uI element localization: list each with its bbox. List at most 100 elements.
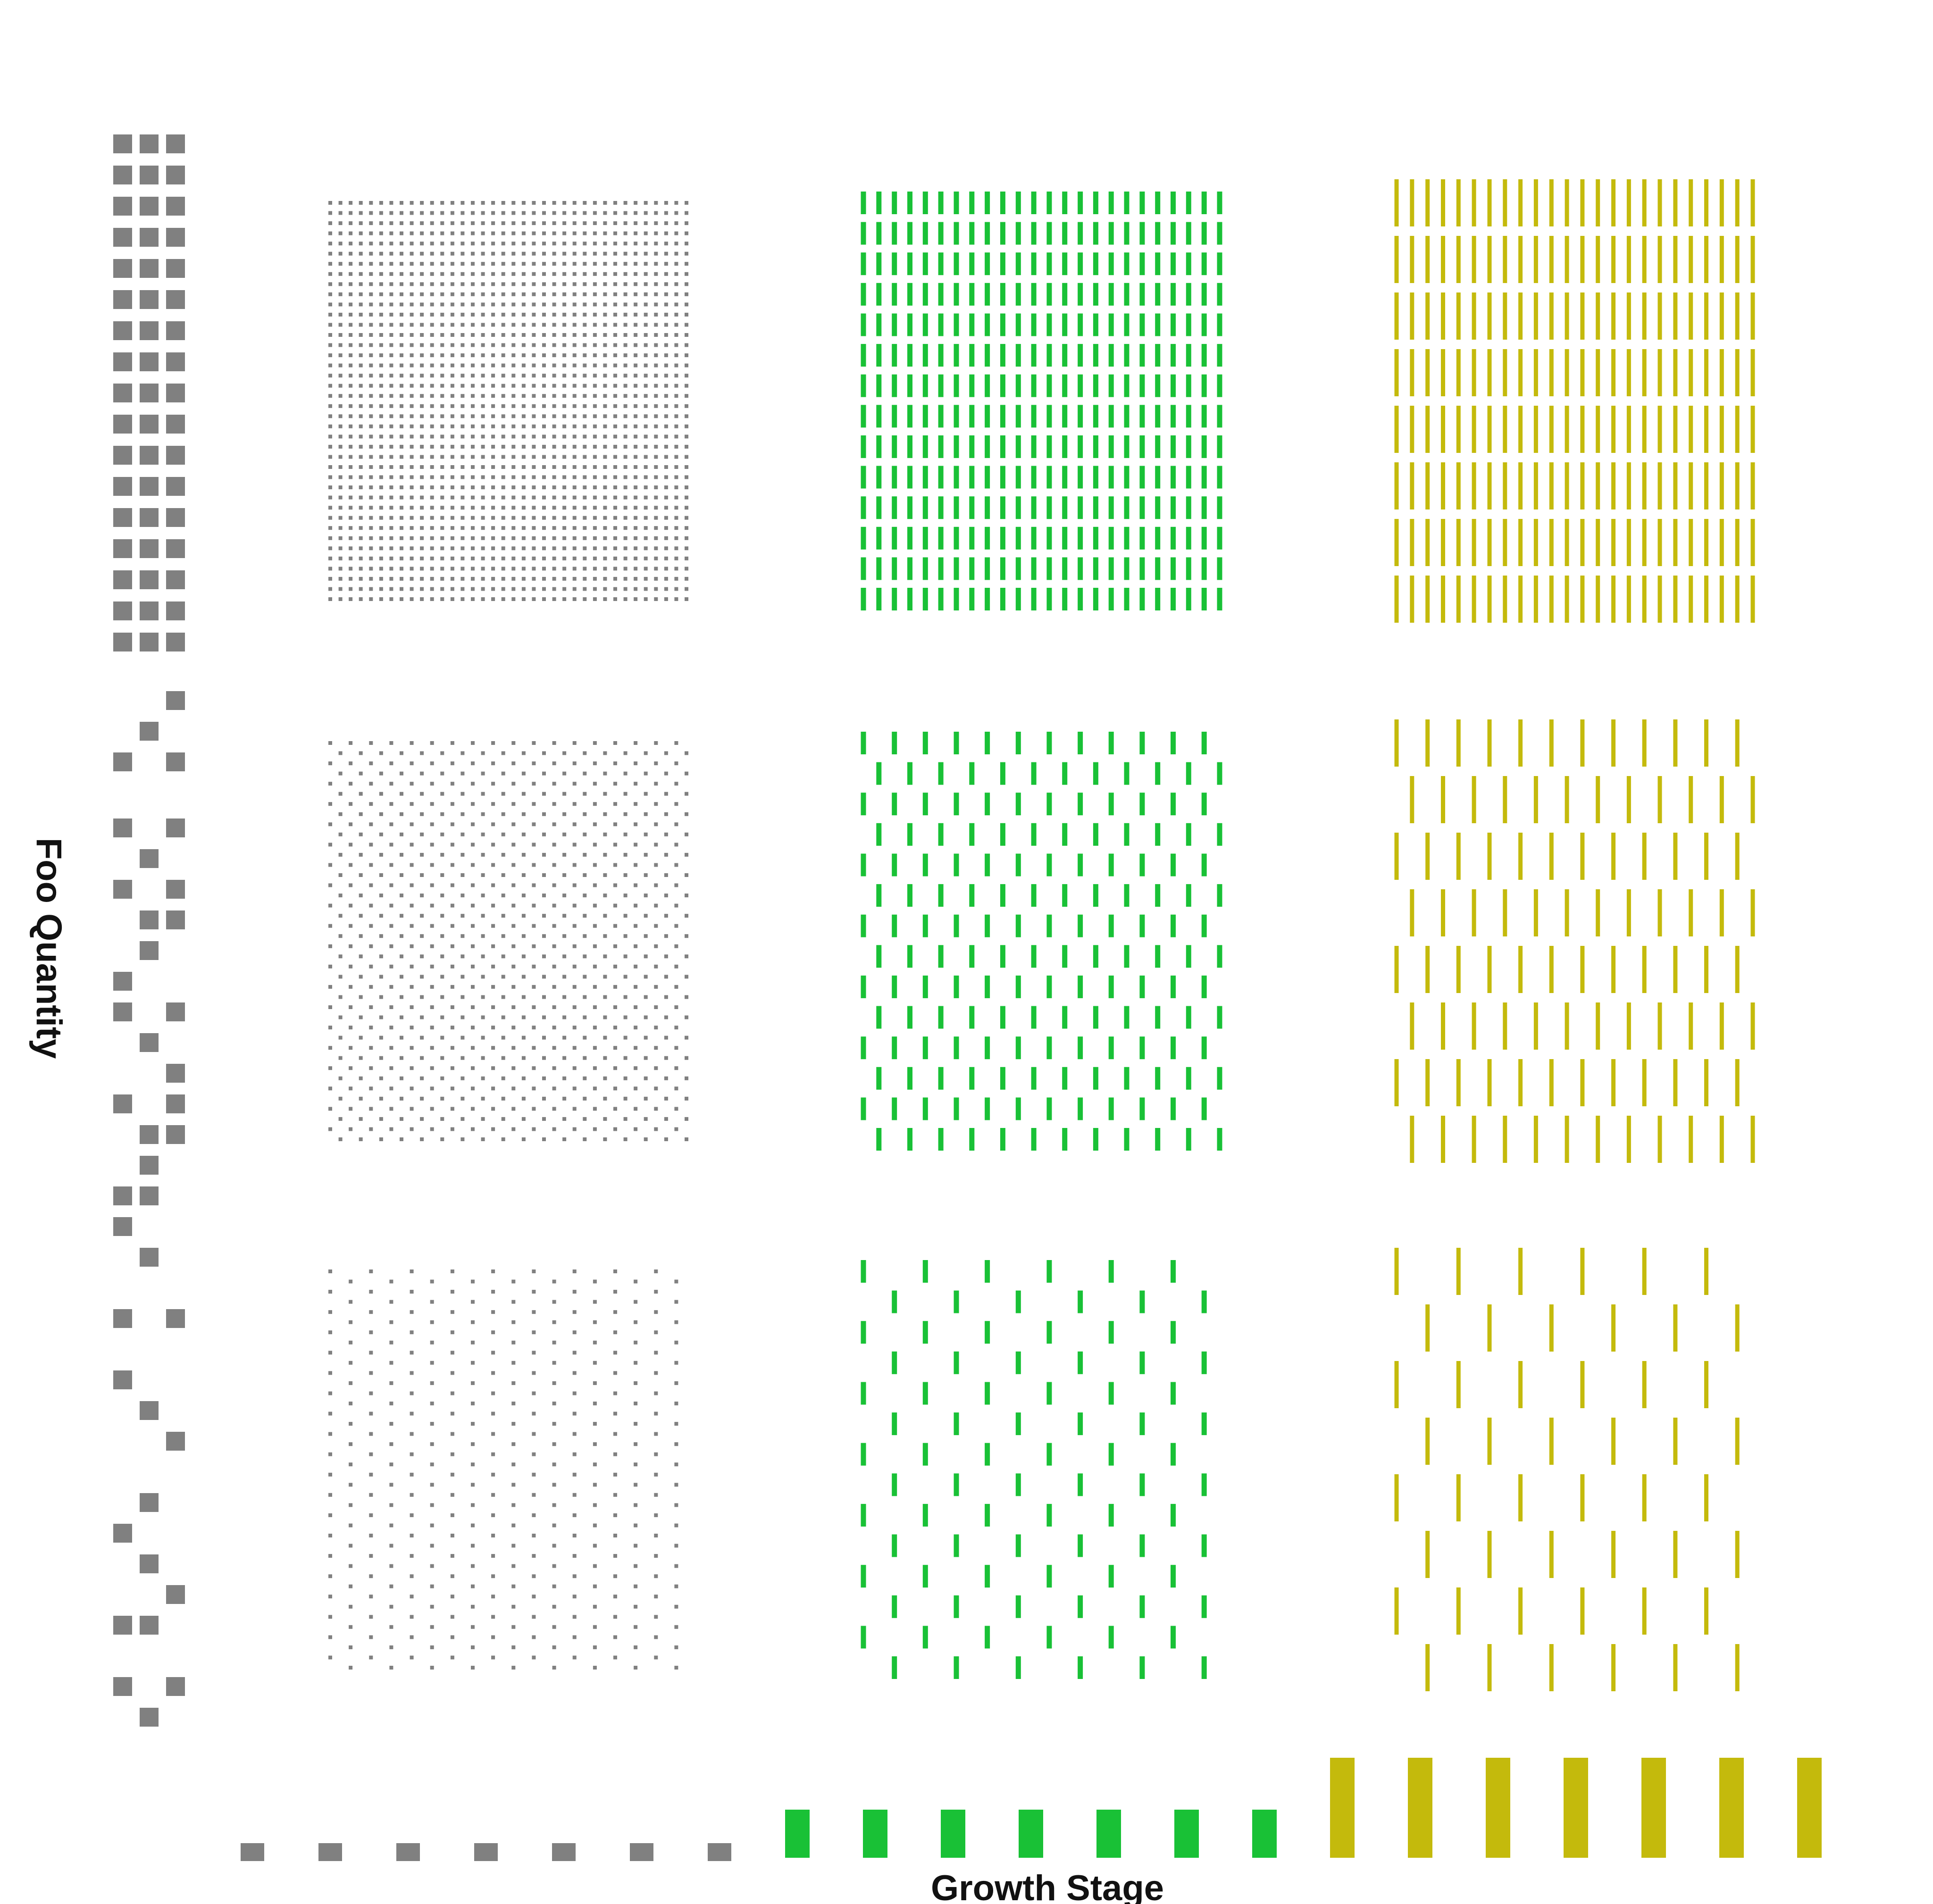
cell-mark (338, 444, 343, 449)
cell-mark (954, 192, 959, 214)
cell-mark (1735, 1304, 1740, 1352)
cell-mark (562, 914, 567, 918)
cell-mark (1487, 1304, 1492, 1352)
cell-mark (460, 201, 465, 205)
cell-mark (1441, 462, 1445, 509)
cell-mark (1031, 344, 1037, 367)
cell-mark (572, 394, 577, 398)
cell-mark (450, 1269, 454, 1273)
cell-mark (1000, 945, 1005, 968)
cell-mark (430, 495, 434, 500)
cell-mark (1704, 519, 1708, 566)
cell-mark (583, 384, 587, 388)
cell-mark (471, 323, 475, 327)
cell-mark (654, 741, 658, 745)
cell-mark (460, 272, 465, 276)
cell-mark (410, 1066, 414, 1070)
cell-mark (552, 201, 556, 205)
cell-mark (1410, 349, 1414, 396)
cell-mark (1410, 889, 1414, 936)
cell-mark (379, 1056, 383, 1060)
cell-mark (1642, 1587, 1647, 1635)
cell-mark (603, 475, 607, 479)
cell-mark (369, 1371, 373, 1375)
cell-mark (583, 1015, 587, 1019)
cell-mark (1186, 1128, 1191, 1151)
cell-r0-c0 (328, 201, 688, 601)
cell-mark (876, 496, 882, 519)
cell-mark (664, 576, 668, 581)
cell-mark (460, 282, 465, 286)
cell-mark (338, 934, 343, 938)
cell-mark (460, 873, 465, 877)
cell-mark (583, 516, 587, 520)
cell-mark (985, 1503, 990, 1527)
cell-mark (593, 1564, 597, 1568)
cell-mark (985, 405, 990, 428)
y-axis-square (140, 166, 159, 184)
cell-mark (603, 302, 607, 307)
cell-mark (542, 894, 546, 898)
cell-mark (593, 272, 597, 276)
cell-mark (562, 536, 567, 540)
cell-mark (359, 242, 363, 246)
cell-mark (430, 843, 434, 847)
cell-mark (450, 1310, 454, 1314)
cell-mark (1719, 292, 1724, 340)
cell-mark (634, 1026, 638, 1030)
cell-mark (471, 1066, 475, 1070)
cell-mark (349, 262, 353, 266)
cell-mark (552, 242, 556, 246)
cell-mark (501, 1036, 505, 1040)
cell-mark (359, 384, 363, 388)
cell-mark (1078, 344, 1083, 367)
cell-mark (1565, 1002, 1569, 1050)
cell-mark (654, 903, 658, 908)
cell-mark (491, 1493, 495, 1497)
cell-mark (876, 588, 882, 610)
cell-mark (349, 587, 353, 591)
cell-mark (1108, 1097, 1114, 1120)
cell-mark (450, 802, 454, 806)
cell-mark (460, 975, 465, 979)
cell-mark (481, 1096, 485, 1101)
cell-mark (613, 485, 617, 490)
cell-mark (389, 302, 393, 307)
cell-mark (861, 1260, 866, 1283)
cell-mark (1078, 405, 1083, 428)
cell-mark (593, 556, 597, 560)
cell-mark (613, 414, 617, 418)
cell-mark (1078, 1595, 1083, 1618)
cell-mark (532, 1290, 536, 1294)
cell-mark (471, 944, 475, 948)
cell-mark (1171, 1097, 1176, 1120)
x-axis-mark (1486, 1758, 1510, 1858)
cell-mark (501, 455, 505, 459)
cell-mark (644, 1137, 648, 1141)
cell-mark (430, 485, 434, 490)
cell-mark (907, 313, 912, 336)
cell-mark (359, 567, 363, 571)
cell-mark (369, 404, 373, 408)
cell-mark (430, 231, 434, 235)
cell-mark (521, 262, 526, 266)
cell-mark (420, 292, 424, 296)
cell-mark (654, 242, 658, 246)
cell-mark (379, 455, 383, 459)
cell-mark (1171, 1626, 1176, 1649)
cell-mark (491, 475, 495, 479)
cell-mark (1155, 588, 1161, 610)
cell-mark (369, 201, 373, 205)
cell-mark (623, 1076, 628, 1080)
cell-mark (511, 394, 516, 398)
cell-mark (593, 567, 597, 571)
cell-mark (985, 313, 990, 336)
cell-mark (471, 262, 475, 266)
cell-mark (562, 455, 567, 459)
cell-mark (471, 506, 475, 510)
cell-mark (532, 1432, 536, 1436)
cell-mark (389, 863, 393, 867)
cell-mark (572, 964, 577, 969)
cell-mark (1549, 1059, 1554, 1106)
cell-mark (400, 792, 403, 796)
